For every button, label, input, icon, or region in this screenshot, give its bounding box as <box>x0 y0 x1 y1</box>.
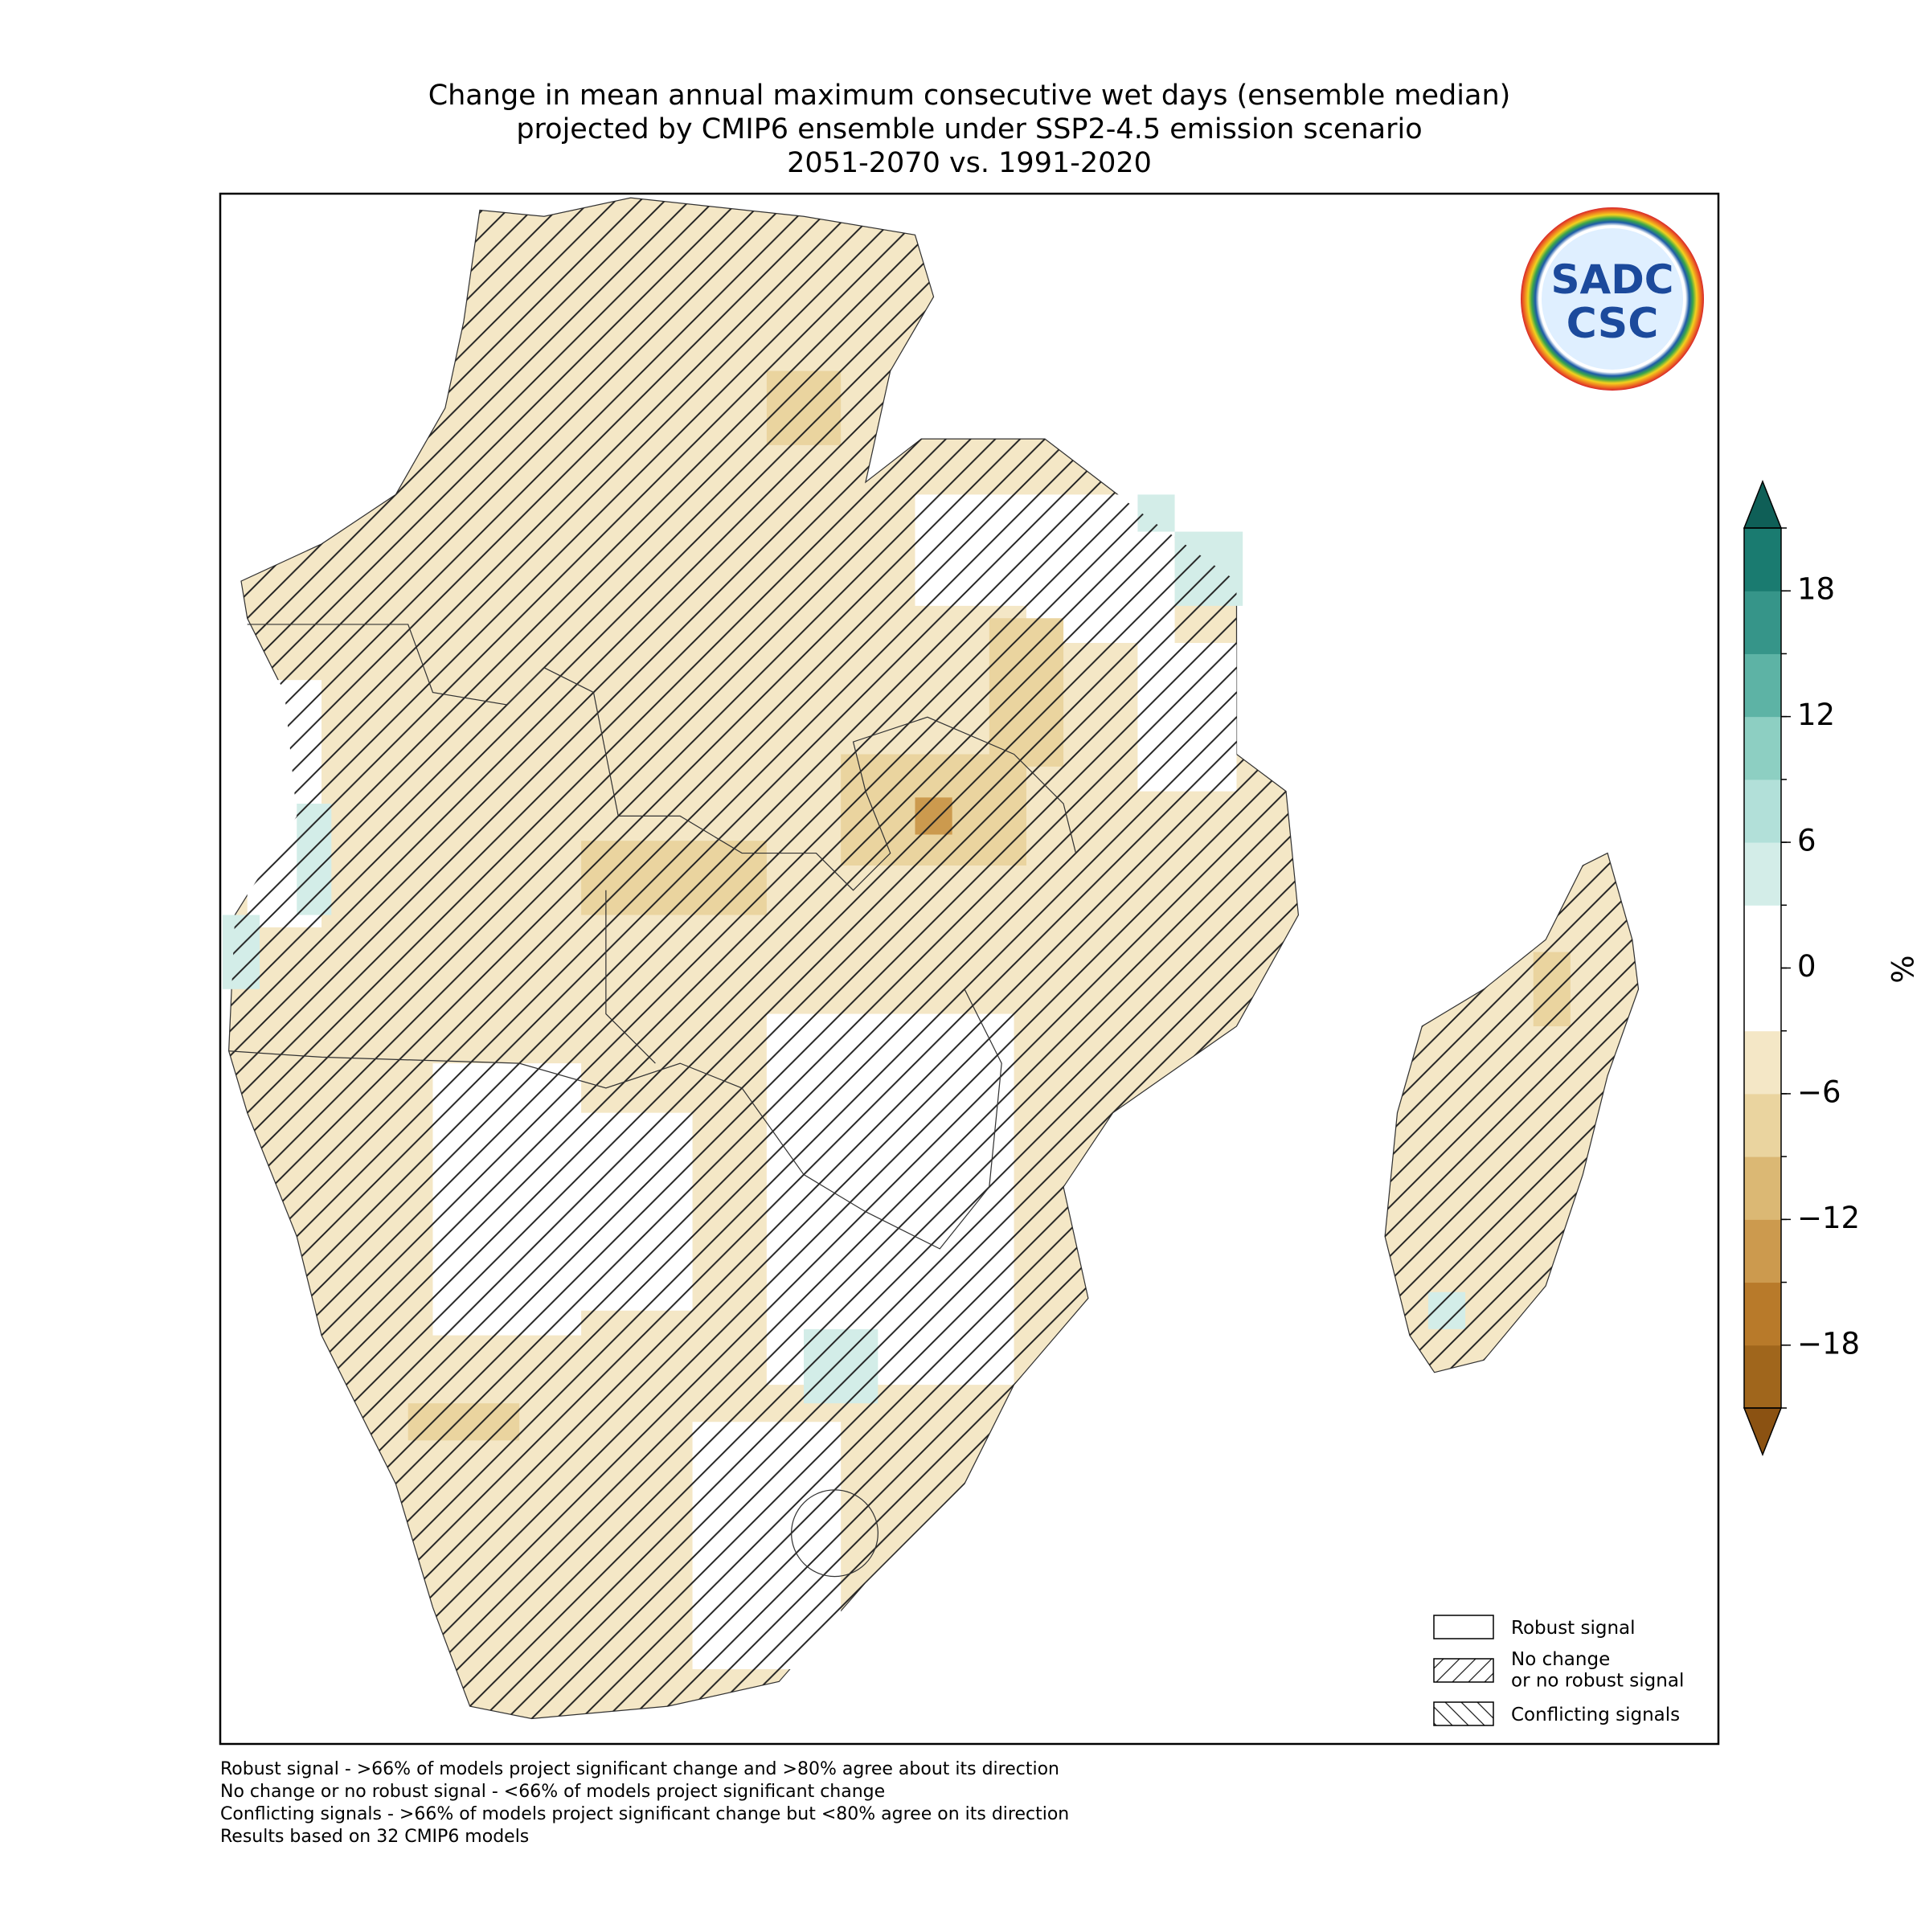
colorbar-tick-label: 6 <box>1797 824 1816 858</box>
legend: Robust signal No change or no robust sign… <box>1433 1615 1684 1726</box>
hatch-mainland <box>228 198 1299 1719</box>
colorbar-level <box>1744 716 1781 780</box>
colorbar-level <box>1744 1093 1781 1157</box>
footnote: Results based on 32 CMIP6 models <box>220 1827 529 1847</box>
colorbar-level <box>1744 1345 1781 1409</box>
land <box>222 197 1640 1720</box>
borders <box>228 989 1002 1250</box>
title-line: projected by CMIP6 ensemble under SSP2-4… <box>516 113 1422 145</box>
colorbar-level <box>1744 528 1781 591</box>
colorbar-level <box>1744 1030 1781 1095</box>
colorbar-label: % <box>1886 955 1921 983</box>
colorbar-level <box>1744 779 1781 843</box>
legend-swatch <box>1433 1658 1494 1683</box>
colorbar-tick-label: −6 <box>1797 1074 1841 1109</box>
colorbar-extend-under <box>1743 1407 1783 1457</box>
logo-text: CSC <box>1567 300 1659 348</box>
title-line: Change in mean annual maximum consecutiv… <box>428 80 1511 112</box>
borders <box>247 624 1077 891</box>
hatch-madagascar <box>1385 853 1639 1373</box>
colorbar-level <box>1744 842 1781 906</box>
map: SADC CSC Robust signal No change or no ro… <box>219 192 1720 1746</box>
colorbar-level <box>1744 1156 1781 1220</box>
legend-swatch <box>1433 1701 1494 1726</box>
logo-face <box>1542 228 1683 370</box>
colorbar-tick-label: 12 <box>1797 698 1835 732</box>
colorbar-tick-label: 0 <box>1797 949 1816 984</box>
title-line: 2051-2070 vs. 1991-2020 <box>787 147 1152 179</box>
colorbar-level <box>1744 905 1781 968</box>
footnote: Conflicting signals - >66% of models pro… <box>220 1804 1069 1824</box>
colorbar-extend-over <box>1743 479 1783 529</box>
logo: SADC CSC <box>1521 207 1704 391</box>
colorbar-tick-label: −12 <box>1797 1201 1860 1235</box>
colorbar-level <box>1744 1219 1781 1283</box>
colorbar-level <box>1744 653 1781 718</box>
legend-label: Conflicting signals <box>1511 1705 1680 1725</box>
colorbar-tick-label: −18 <box>1797 1326 1860 1361</box>
footnote: Robust signal - >66% of models project s… <box>220 1759 1059 1779</box>
colorbar-level <box>1744 591 1781 654</box>
colorbar-level <box>1744 968 1781 1032</box>
lesotho <box>791 1489 878 1578</box>
borders <box>605 890 656 1064</box>
colorbar-level <box>1744 1282 1781 1346</box>
colorbar: −18 −12 −6 0 6 12 18 <box>1743 479 1860 1457</box>
legend-label: No change or no robust signal <box>1511 1649 1684 1691</box>
legend-label: Robust signal <box>1511 1618 1636 1639</box>
footnote: No change or no robust signal - <66% of … <box>220 1782 885 1802</box>
legend-swatch <box>1433 1615 1494 1639</box>
colorbar-tick-label: 18 <box>1797 572 1835 607</box>
map-frame <box>219 192 1720 1746</box>
logo-text: SADC <box>1551 256 1674 303</box>
